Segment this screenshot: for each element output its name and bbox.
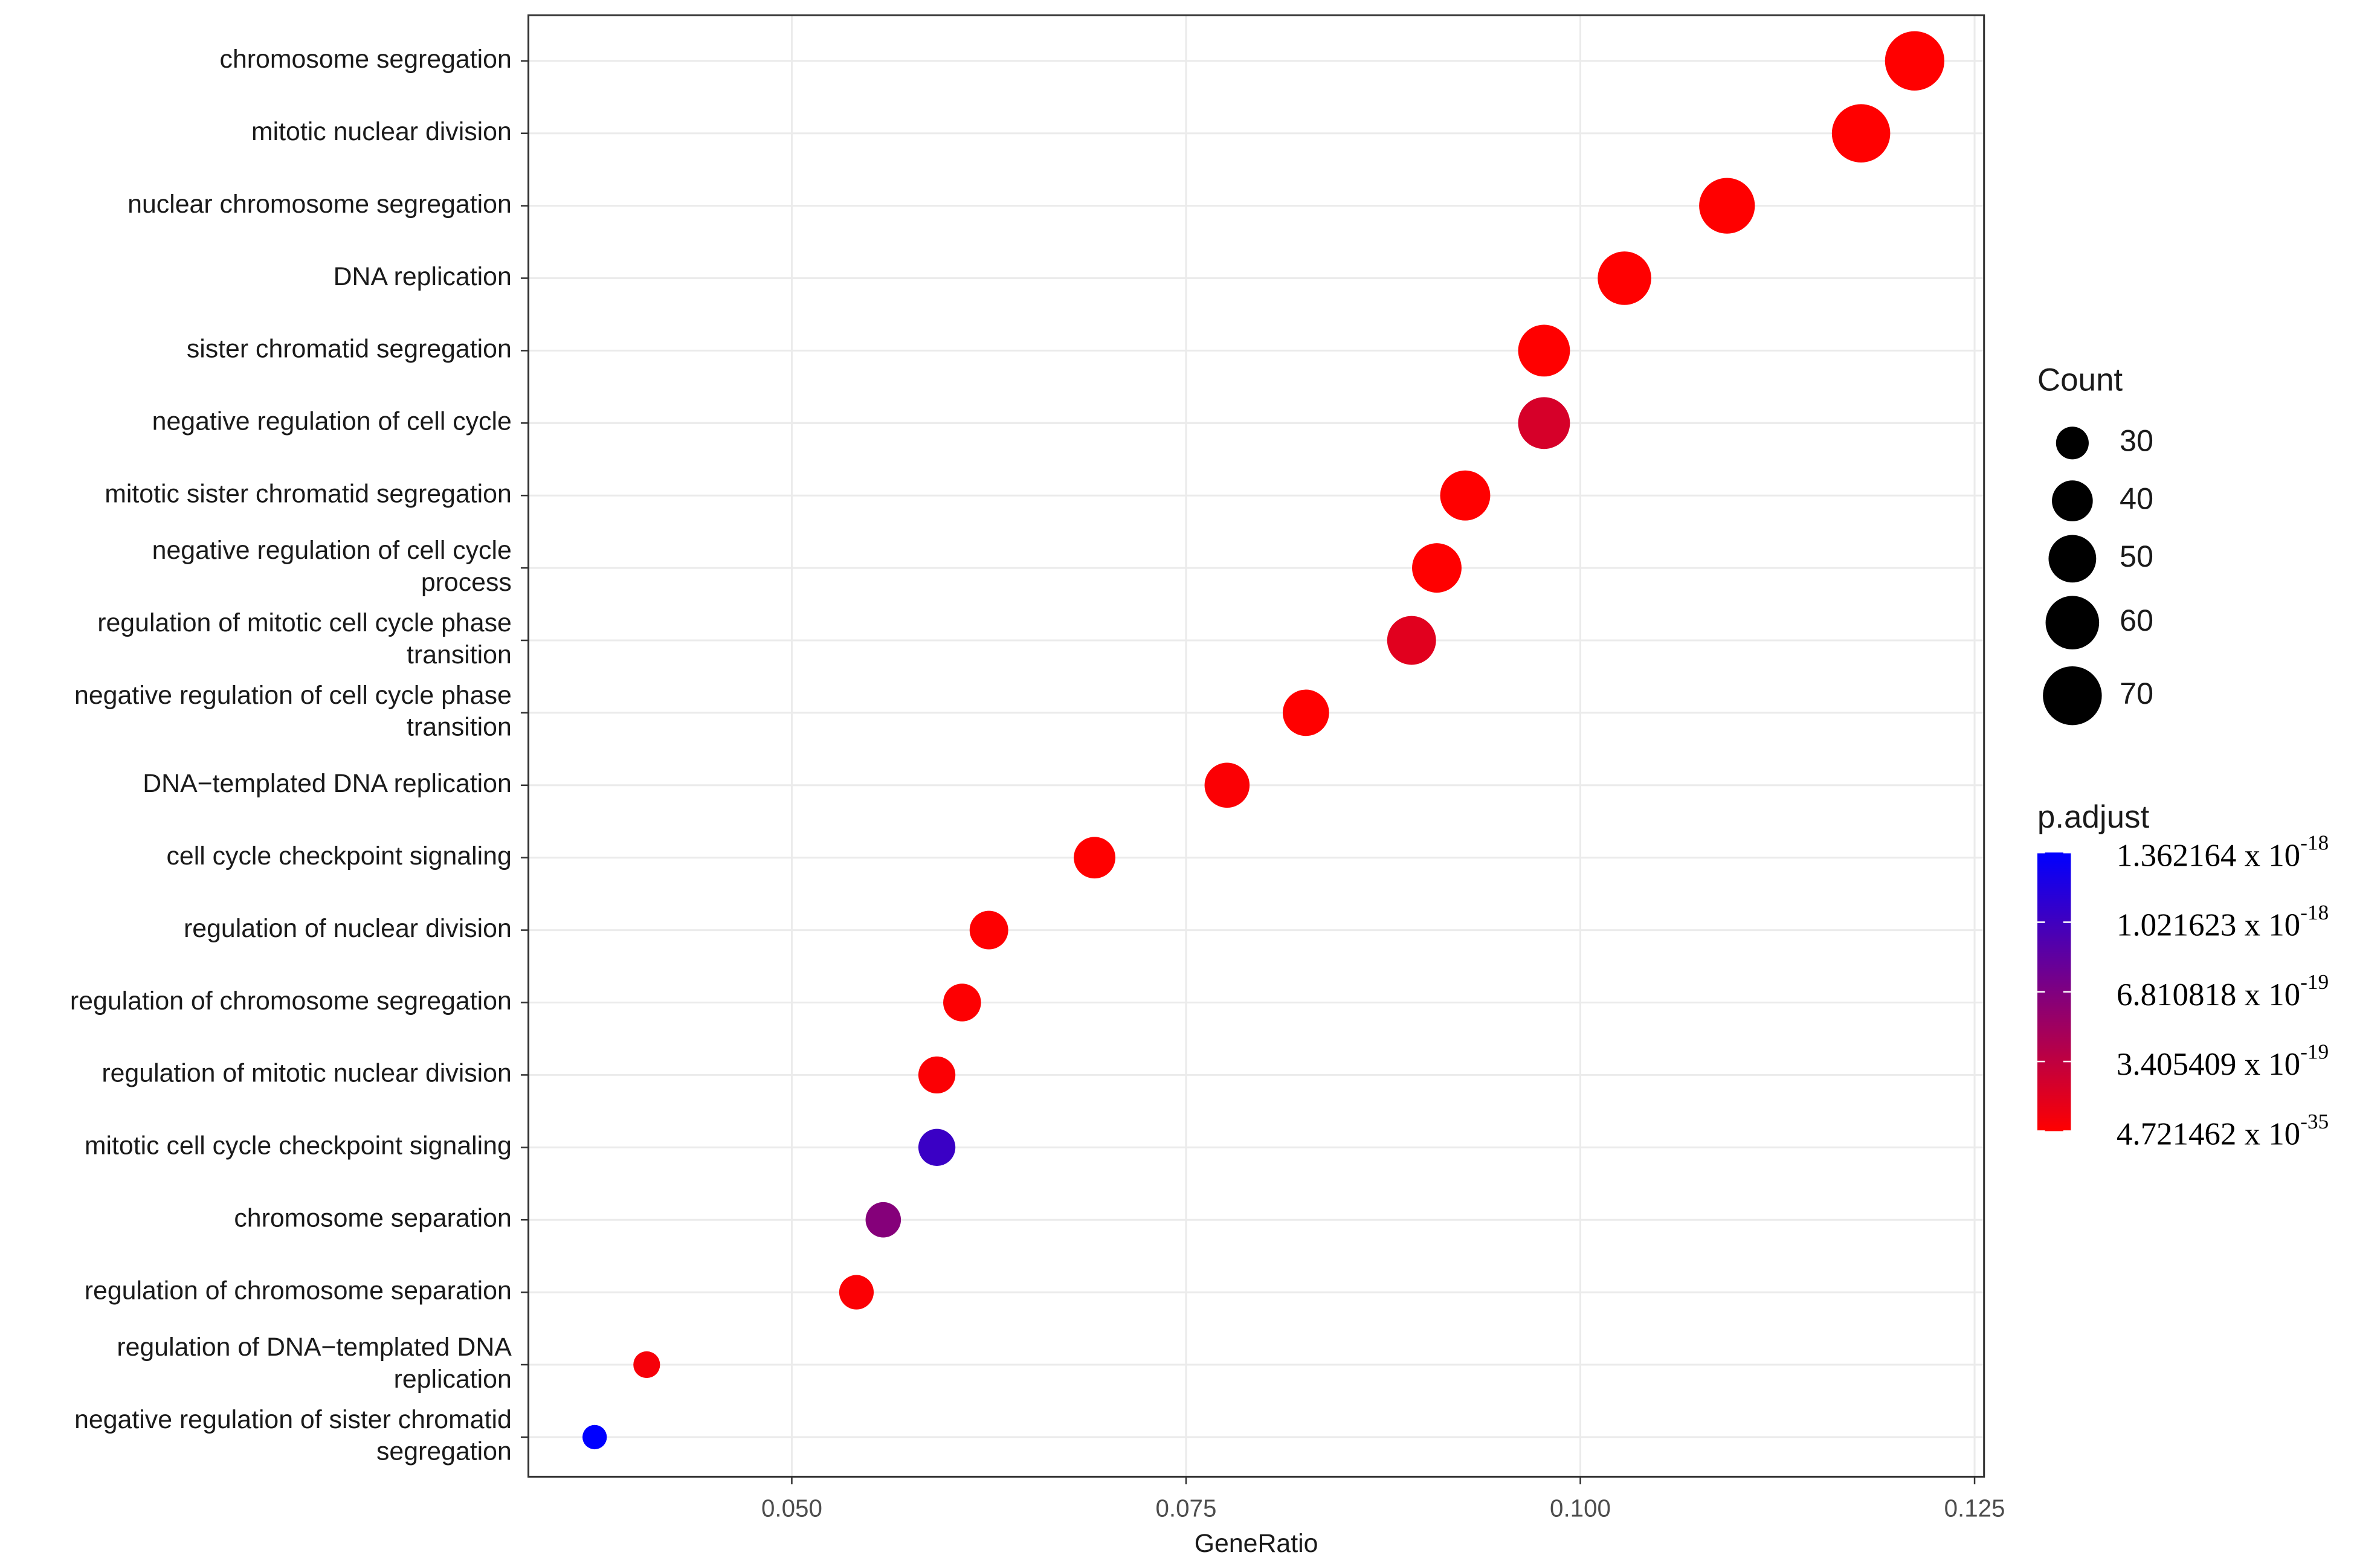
dot bbox=[1387, 616, 1436, 665]
color-tick-exponent: -18 bbox=[2300, 901, 2329, 924]
size-legend-dot bbox=[2045, 596, 2100, 649]
color-tick-exponent: -19 bbox=[2300, 1040, 2329, 1064]
dot bbox=[1699, 178, 1755, 234]
y-tick-label: negative regulation of sister chromatid bbox=[74, 1405, 512, 1434]
x-tick-label: 0.100 bbox=[1550, 1495, 1611, 1522]
color-tick-mantissa: 1.021623 x 10 bbox=[2117, 908, 2300, 943]
y-tick-label: mitotic sister chromatid segregation bbox=[105, 480, 512, 509]
dot bbox=[1282, 689, 1329, 736]
color-tick-exponent: -18 bbox=[2300, 831, 2329, 855]
color-tick-mantissa: 6.810818 x 10 bbox=[2117, 977, 2300, 1012]
dot bbox=[1412, 543, 1462, 593]
y-tick-label: regulation of mitotic cell cycle phase bbox=[97, 608, 512, 637]
plot-border bbox=[527, 14, 1985, 1478]
color-tick-label: 1.362164 x 10-18 bbox=[2117, 831, 2329, 874]
dot bbox=[969, 910, 1008, 950]
y-tick-label: cell cycle checkpoint signaling bbox=[166, 842, 511, 871]
dot bbox=[1831, 104, 1891, 163]
dot bbox=[1074, 837, 1116, 879]
y-tick-label: negative regulation of cell cycle bbox=[152, 536, 512, 565]
size-legend-label: 60 bbox=[2120, 603, 2153, 637]
color-tick-mantissa: 4.721462 x 10 bbox=[2117, 1117, 2300, 1152]
color-tick-label: 1.021623 x 10-18 bbox=[2117, 901, 2329, 943]
color-tick-exponent: -19 bbox=[2300, 970, 2329, 994]
y-tick-label: replication bbox=[394, 1365, 512, 1394]
color-tick-label: 6.810818 x 10-19 bbox=[2117, 970, 2329, 1012]
y-tick-label: negative regulation of cell cycle bbox=[152, 407, 512, 436]
y-tick-label: regulation of chromosome separation bbox=[85, 1276, 512, 1305]
y-tick-label: DNA replication bbox=[334, 262, 512, 291]
size-legend-dot bbox=[2043, 666, 2102, 726]
y-tick-label: regulation of DNA−templated DNA bbox=[117, 1333, 512, 1362]
dot bbox=[1518, 397, 1570, 449]
dot bbox=[918, 1128, 956, 1166]
y-tick-label: negative regulation of cell cycle phase bbox=[74, 681, 512, 710]
size-legend-label: 70 bbox=[2120, 676, 2153, 710]
dot bbox=[918, 1056, 956, 1094]
dot bbox=[582, 1424, 607, 1450]
y-tick-label: chromosome separation bbox=[234, 1204, 511, 1233]
color-tick-label: 3.405409 x 10-19 bbox=[2117, 1040, 2329, 1083]
x-tick-label: 0.050 bbox=[761, 1495, 822, 1522]
size-legend-dot bbox=[2052, 480, 2093, 521]
x-tick-label: 0.125 bbox=[1944, 1495, 2005, 1522]
dot bbox=[865, 1202, 901, 1238]
x-axis-label: GeneRatio bbox=[1195, 1529, 1318, 1558]
y-tick-label: chromosome segregation bbox=[220, 45, 512, 74]
y-tick-label: sister chromatid segregation bbox=[187, 335, 512, 364]
size-legend-label: 30 bbox=[2120, 423, 2153, 458]
y-tick-label: mitotic cell cycle checkpoint signaling bbox=[85, 1131, 512, 1160]
size-legend-label: 50 bbox=[2120, 539, 2153, 573]
x-tick-label: 0.075 bbox=[1156, 1495, 1217, 1522]
y-tick-label: nuclear chromosome segregation bbox=[127, 190, 512, 219]
dot bbox=[1885, 31, 1944, 91]
dot bbox=[1440, 470, 1491, 521]
y-tick-label: DNA−templated DNA replication bbox=[143, 769, 512, 798]
color-tick-mantissa: 1.362164 x 10 bbox=[2117, 838, 2300, 873]
color-tick-label: 4.721462 x 10-35 bbox=[2117, 1110, 2329, 1152]
color-legend-title: p.adjust bbox=[2037, 799, 2150, 835]
dot bbox=[633, 1351, 660, 1379]
dot bbox=[839, 1275, 874, 1310]
color-tick-mantissa: 3.405409 x 10 bbox=[2117, 1047, 2300, 1082]
size-legend-dot bbox=[2056, 427, 2089, 460]
size-legend-label: 40 bbox=[2120, 481, 2153, 515]
y-tick-label: transition bbox=[407, 640, 512, 669]
y-tick-label: transition bbox=[407, 713, 512, 742]
dot bbox=[1204, 762, 1250, 808]
y-tick-label: regulation of nuclear division bbox=[184, 914, 512, 943]
dot bbox=[943, 983, 981, 1022]
dot bbox=[1598, 251, 1651, 305]
y-tick-label: regulation of chromosome segregation bbox=[70, 987, 512, 1016]
y-tick-label: process bbox=[421, 568, 512, 597]
size-legend-title: Count bbox=[2037, 362, 2123, 398]
dot bbox=[1518, 324, 1570, 377]
y-tick-label: segregation bbox=[376, 1437, 512, 1466]
y-tick-label: mitotic nuclear division bbox=[251, 117, 512, 146]
size-legend-dot bbox=[2048, 535, 2097, 583]
color-tick-exponent: -35 bbox=[2300, 1110, 2329, 1133]
plot-background bbox=[528, 15, 1984, 1477]
y-tick-label: regulation of mitotic nuclear division bbox=[102, 1059, 511, 1088]
